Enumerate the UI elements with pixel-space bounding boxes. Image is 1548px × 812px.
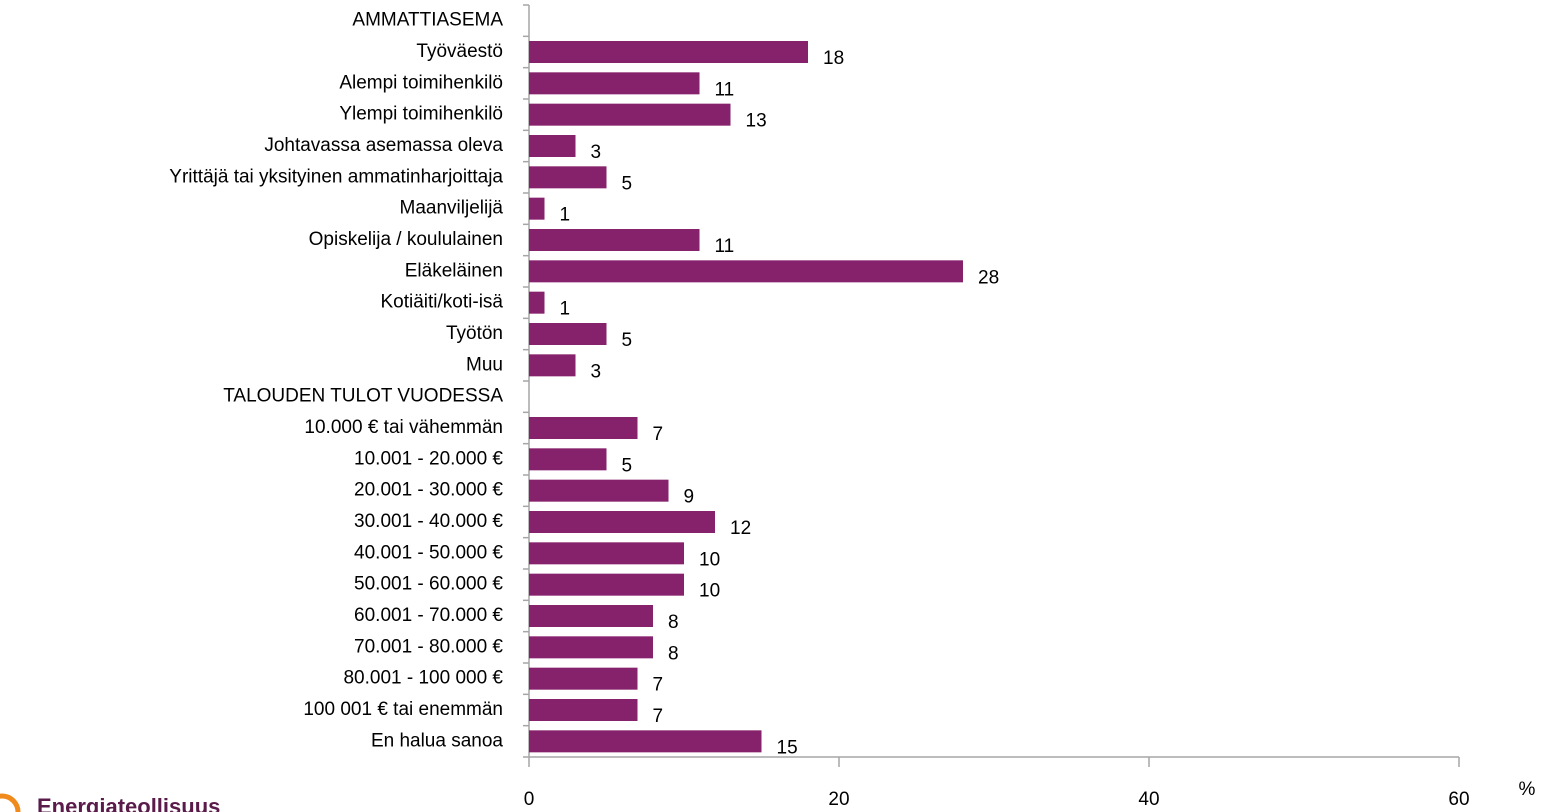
- value-label: 7: [653, 424, 664, 445]
- bar: [529, 72, 700, 95]
- y-tick-label: Alempi toimihenkilö: [339, 72, 503, 93]
- value-label: 11: [715, 79, 735, 100]
- value-label: 7: [653, 706, 664, 727]
- bar: [529, 197, 545, 220]
- y-tick-label: En halua sanoa: [371, 730, 503, 751]
- bar: [529, 448, 607, 471]
- value-label: 9: [684, 487, 695, 508]
- x-tick-label: 40: [1138, 789, 1159, 810]
- y-tick-label: Maanviljelijä: [400, 198, 504, 219]
- value-label: 10: [699, 549, 720, 570]
- bar: [529, 605, 653, 627]
- value-label: 1: [560, 205, 571, 226]
- y-tick-label: Ylempi toimihenkilö: [339, 104, 503, 125]
- value-label: 1: [560, 299, 571, 320]
- value-label: 12: [730, 518, 751, 539]
- value-label: 11: [715, 236, 735, 257]
- value-label: 5: [622, 330, 633, 351]
- bar: [529, 542, 684, 565]
- y-tick-label: 60.001 - 70.000 €: [354, 605, 503, 626]
- value-label: 10: [699, 581, 720, 602]
- y-tick-label: 50.001 - 60.000 €: [354, 574, 503, 595]
- x-tick-label: 60: [1448, 789, 1469, 810]
- y-tick-label: TALOUDEN TULOT VUODESSA: [223, 386, 503, 407]
- y-tick-label: 10.000 € tai vähemmän: [304, 417, 503, 438]
- x-axis-label: %: [1519, 779, 1536, 800]
- bar: [529, 354, 576, 377]
- bar: [529, 103, 731, 126]
- logo-text: Energiateollisuus: [37, 794, 220, 812]
- bar: [529, 417, 638, 439]
- logo-icon: [0, 793, 21, 812]
- y-tick-label: Työtön: [446, 323, 503, 344]
- bar: [529, 260, 963, 283]
- value-label: 5: [622, 455, 633, 476]
- bar: [529, 135, 576, 157]
- value-label: 15: [777, 737, 798, 758]
- bar: [529, 479, 669, 502]
- y-tick-label: 20.001 - 30.000 €: [354, 480, 503, 501]
- y-tick-label: AMMATTIASEMA: [352, 10, 503, 31]
- y-tick-label: Eläkeläinen: [405, 260, 503, 281]
- value-label: 5: [622, 173, 633, 194]
- bar: [529, 573, 684, 596]
- bar: [529, 636, 653, 659]
- y-tick-label: Opiskelija / koululainen: [309, 229, 503, 250]
- y-tick-label: Työväestö: [416, 41, 503, 62]
- y-tick-label: 70.001 - 80.000 €: [354, 636, 503, 657]
- value-label: 3: [591, 361, 602, 382]
- bar: [529, 323, 607, 345]
- x-tick-label: 0: [524, 789, 535, 810]
- y-tick-label: Johtavassa asemassa oleva: [264, 135, 503, 156]
- y-tick-label: 100 001 € tai enemmän: [303, 699, 503, 720]
- value-label: 7: [653, 675, 664, 696]
- y-tick-label: Kotiäiti/koti-isä: [381, 292, 504, 313]
- value-label: 3: [591, 142, 602, 163]
- bar: [529, 511, 715, 533]
- x-tick-label: 20: [828, 789, 849, 810]
- bar: [529, 229, 700, 251]
- y-tick-label: 40.001 - 50.000 €: [354, 542, 503, 563]
- bar: [529, 730, 762, 753]
- value-label: 28: [978, 267, 999, 288]
- bar: [529, 699, 638, 721]
- value-label: 8: [668, 612, 679, 633]
- value-label: 8: [668, 643, 679, 664]
- bar: [529, 667, 638, 690]
- bar: [529, 166, 607, 189]
- y-tick-label: Yrittäjä tai yksityinen ammatinharjoitta…: [169, 166, 503, 187]
- value-label: 13: [746, 111, 767, 132]
- y-tick-label: 80.001 - 100 000 €: [343, 668, 503, 689]
- y-tick-label: 10.001 - 20.000 €: [354, 448, 503, 469]
- value-label: 18: [823, 48, 844, 69]
- bar: [529, 291, 545, 314]
- y-tick-label: Muu: [466, 354, 503, 375]
- y-tick-label: 30.001 - 40.000 €: [354, 511, 503, 532]
- bar: [529, 41, 808, 63]
